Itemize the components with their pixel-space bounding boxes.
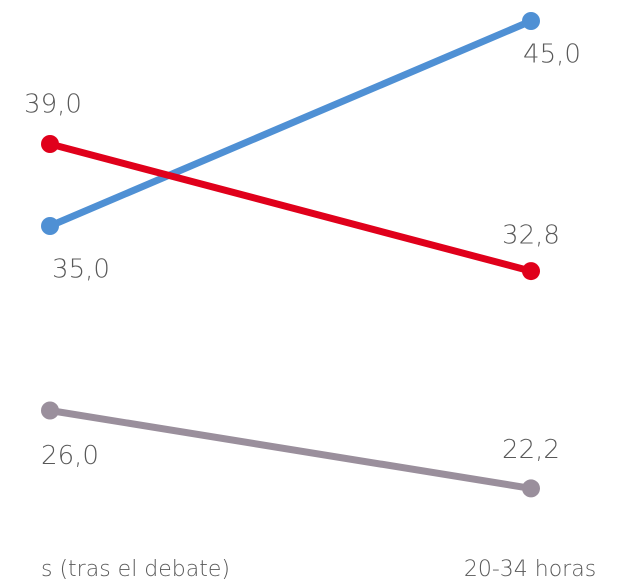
point bbox=[522, 262, 540, 281]
value-label: 35,0 bbox=[52, 255, 110, 285]
slope-line bbox=[46, 407, 535, 492]
value-label: 39,0 bbox=[24, 90, 82, 120]
slope-line bbox=[46, 17, 535, 230]
value-label: 26,0 bbox=[41, 441, 99, 471]
point bbox=[522, 479, 540, 498]
x-tick-label: 20-34 horas bbox=[464, 557, 596, 582]
point bbox=[41, 401, 59, 420]
point bbox=[522, 12, 540, 30]
slope-line bbox=[46, 140, 535, 275]
point bbox=[41, 135, 59, 153]
value-label: 22,2 bbox=[502, 435, 560, 465]
value-label: 32,8 bbox=[502, 221, 560, 251]
value-label: 45,0 bbox=[523, 40, 581, 70]
point bbox=[41, 217, 59, 235]
x-tick-label: s (tras el debate) bbox=[41, 557, 230, 582]
